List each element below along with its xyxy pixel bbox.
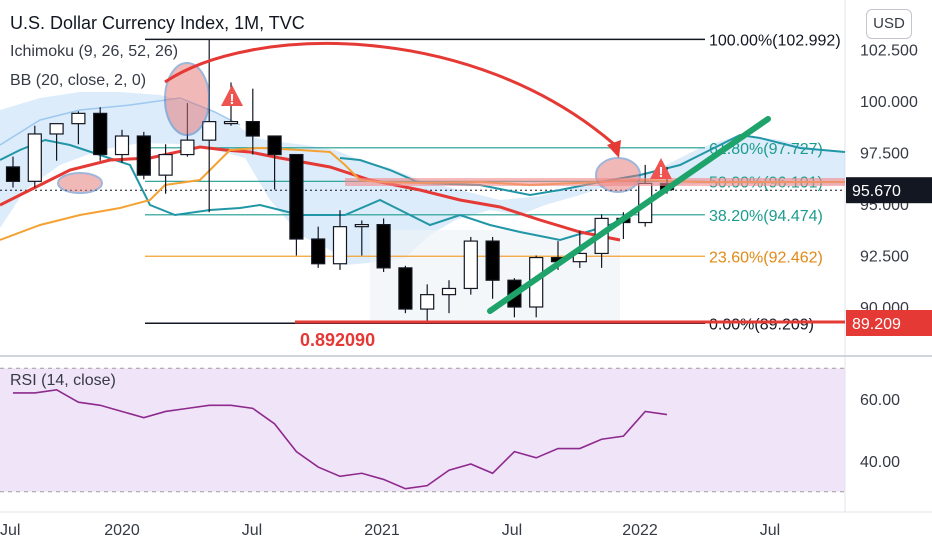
warning-triangle	[650, 158, 672, 179]
highlight-ellipse	[595, 157, 641, 193]
low-price-label: 89.209	[852, 316, 901, 333]
y-tick-label: 100.000	[860, 94, 918, 111]
bb-upper	[0, 97, 241, 146]
candle	[376, 218, 391, 272]
bollinger-legend[interactable]: BB (20, close, 2, 0)	[10, 72, 147, 89]
candle	[420, 284, 435, 324]
candle-body	[202, 120, 217, 141]
candle-body	[49, 123, 64, 135]
candle	[463, 236, 478, 295]
highlight-ellipse	[164, 62, 210, 136]
arc-arrow-head	[607, 140, 621, 158]
trendline	[487, 116, 771, 314]
candle-body	[136, 135, 151, 176]
rsi-legend[interactable]: RSI (14, close)	[10, 372, 116, 389]
candle	[27, 125, 42, 188]
candle	[158, 144, 173, 194]
y-tick-label: 97.500	[860, 146, 909, 163]
rsi-y-tick-label: 40.00	[860, 454, 900, 471]
warning-icon: !	[650, 158, 672, 181]
low-annotation: 0.892090	[300, 330, 375, 350]
warning-triangle	[221, 85, 243, 106]
candle-body	[441, 287, 457, 296]
rsi-line	[13, 388, 668, 490]
candle-body	[398, 267, 413, 310]
warning-icon: !	[221, 85, 243, 108]
fib-level-label: 0.00%(89.209)	[709, 316, 814, 333]
candle-body	[223, 120, 239, 125]
candle-body	[93, 112, 108, 156]
currency-button[interactable]: USD	[866, 9, 912, 39]
chart-title: U.S. Dollar Currency Index, 1M, TVC	[10, 13, 305, 33]
candle	[354, 220, 369, 256]
candle	[5, 156, 21, 188]
x-tick-label: 2021	[364, 522, 400, 539]
candle-body	[572, 252, 587, 263]
candle-body	[289, 153, 304, 240]
candle-body	[376, 224, 391, 269]
arc-arrow	[164, 42, 616, 147]
candle	[49, 123, 64, 161]
candle	[441, 280, 457, 314]
candle	[289, 153, 304, 256]
y-tick-label: 92.500	[860, 249, 909, 266]
ichimoku-baseline	[0, 138, 626, 242]
x-tick-label: 2022	[622, 522, 658, 539]
candle-body	[311, 238, 326, 265]
x-tick-label: Jul	[242, 522, 262, 539]
x-tick-label: Jul	[502, 522, 522, 539]
y-tick-label: 102.500	[860, 43, 918, 60]
candle	[485, 236, 500, 299]
candle-body	[27, 133, 42, 182]
candle-body	[420, 294, 435, 310]
highlight-ellipse	[57, 172, 103, 194]
candle	[93, 107, 108, 161]
candle	[136, 131, 151, 180]
candle	[267, 135, 282, 190]
candle-body	[463, 240, 478, 290]
candle	[245, 88, 260, 155]
candle-body	[71, 112, 86, 125]
last-price-label: 95.670	[852, 183, 901, 200]
candle-body	[332, 226, 348, 265]
highlight-zone	[345, 178, 845, 186]
candle-body	[245, 120, 260, 137]
warning-mark: !	[230, 91, 235, 108]
candle-body	[114, 135, 130, 156]
candle-body	[180, 139, 195, 156]
candle	[114, 129, 130, 163]
candle	[202, 39, 217, 213]
candle-body	[267, 135, 282, 156]
last-price-tag	[846, 177, 932, 204]
fib-level-label: 23.60%(92.462)	[709, 249, 823, 266]
x-tick-label: Jul	[760, 522, 780, 539]
candle	[311, 226, 326, 268]
x-tick-label: Jul	[0, 522, 20, 539]
bb-basis	[0, 145, 621, 242]
candle-body	[485, 240, 500, 281]
rsi-band	[0, 368, 845, 492]
warning-mark: !	[659, 164, 664, 181]
x-tick-label: 2020	[104, 522, 140, 539]
fib-level-label: 100.00%(102.992)	[709, 32, 841, 49]
rsi-y-tick-label: 60.00	[860, 392, 900, 409]
candle-body	[354, 224, 369, 228]
candle	[71, 111, 86, 145]
candle	[332, 210, 348, 270]
candle	[398, 265, 413, 314]
candle-body	[5, 166, 21, 182]
ichimoku-legend[interactable]: Ichimoku (9, 26, 52, 26)	[10, 43, 179, 60]
fib-level-label: 61.80%(97.727)	[709, 141, 823, 158]
fib-level-label: 38.20%(94.474)	[709, 208, 823, 225]
candle-body	[158, 153, 173, 176]
low-price-tag	[846, 310, 932, 336]
